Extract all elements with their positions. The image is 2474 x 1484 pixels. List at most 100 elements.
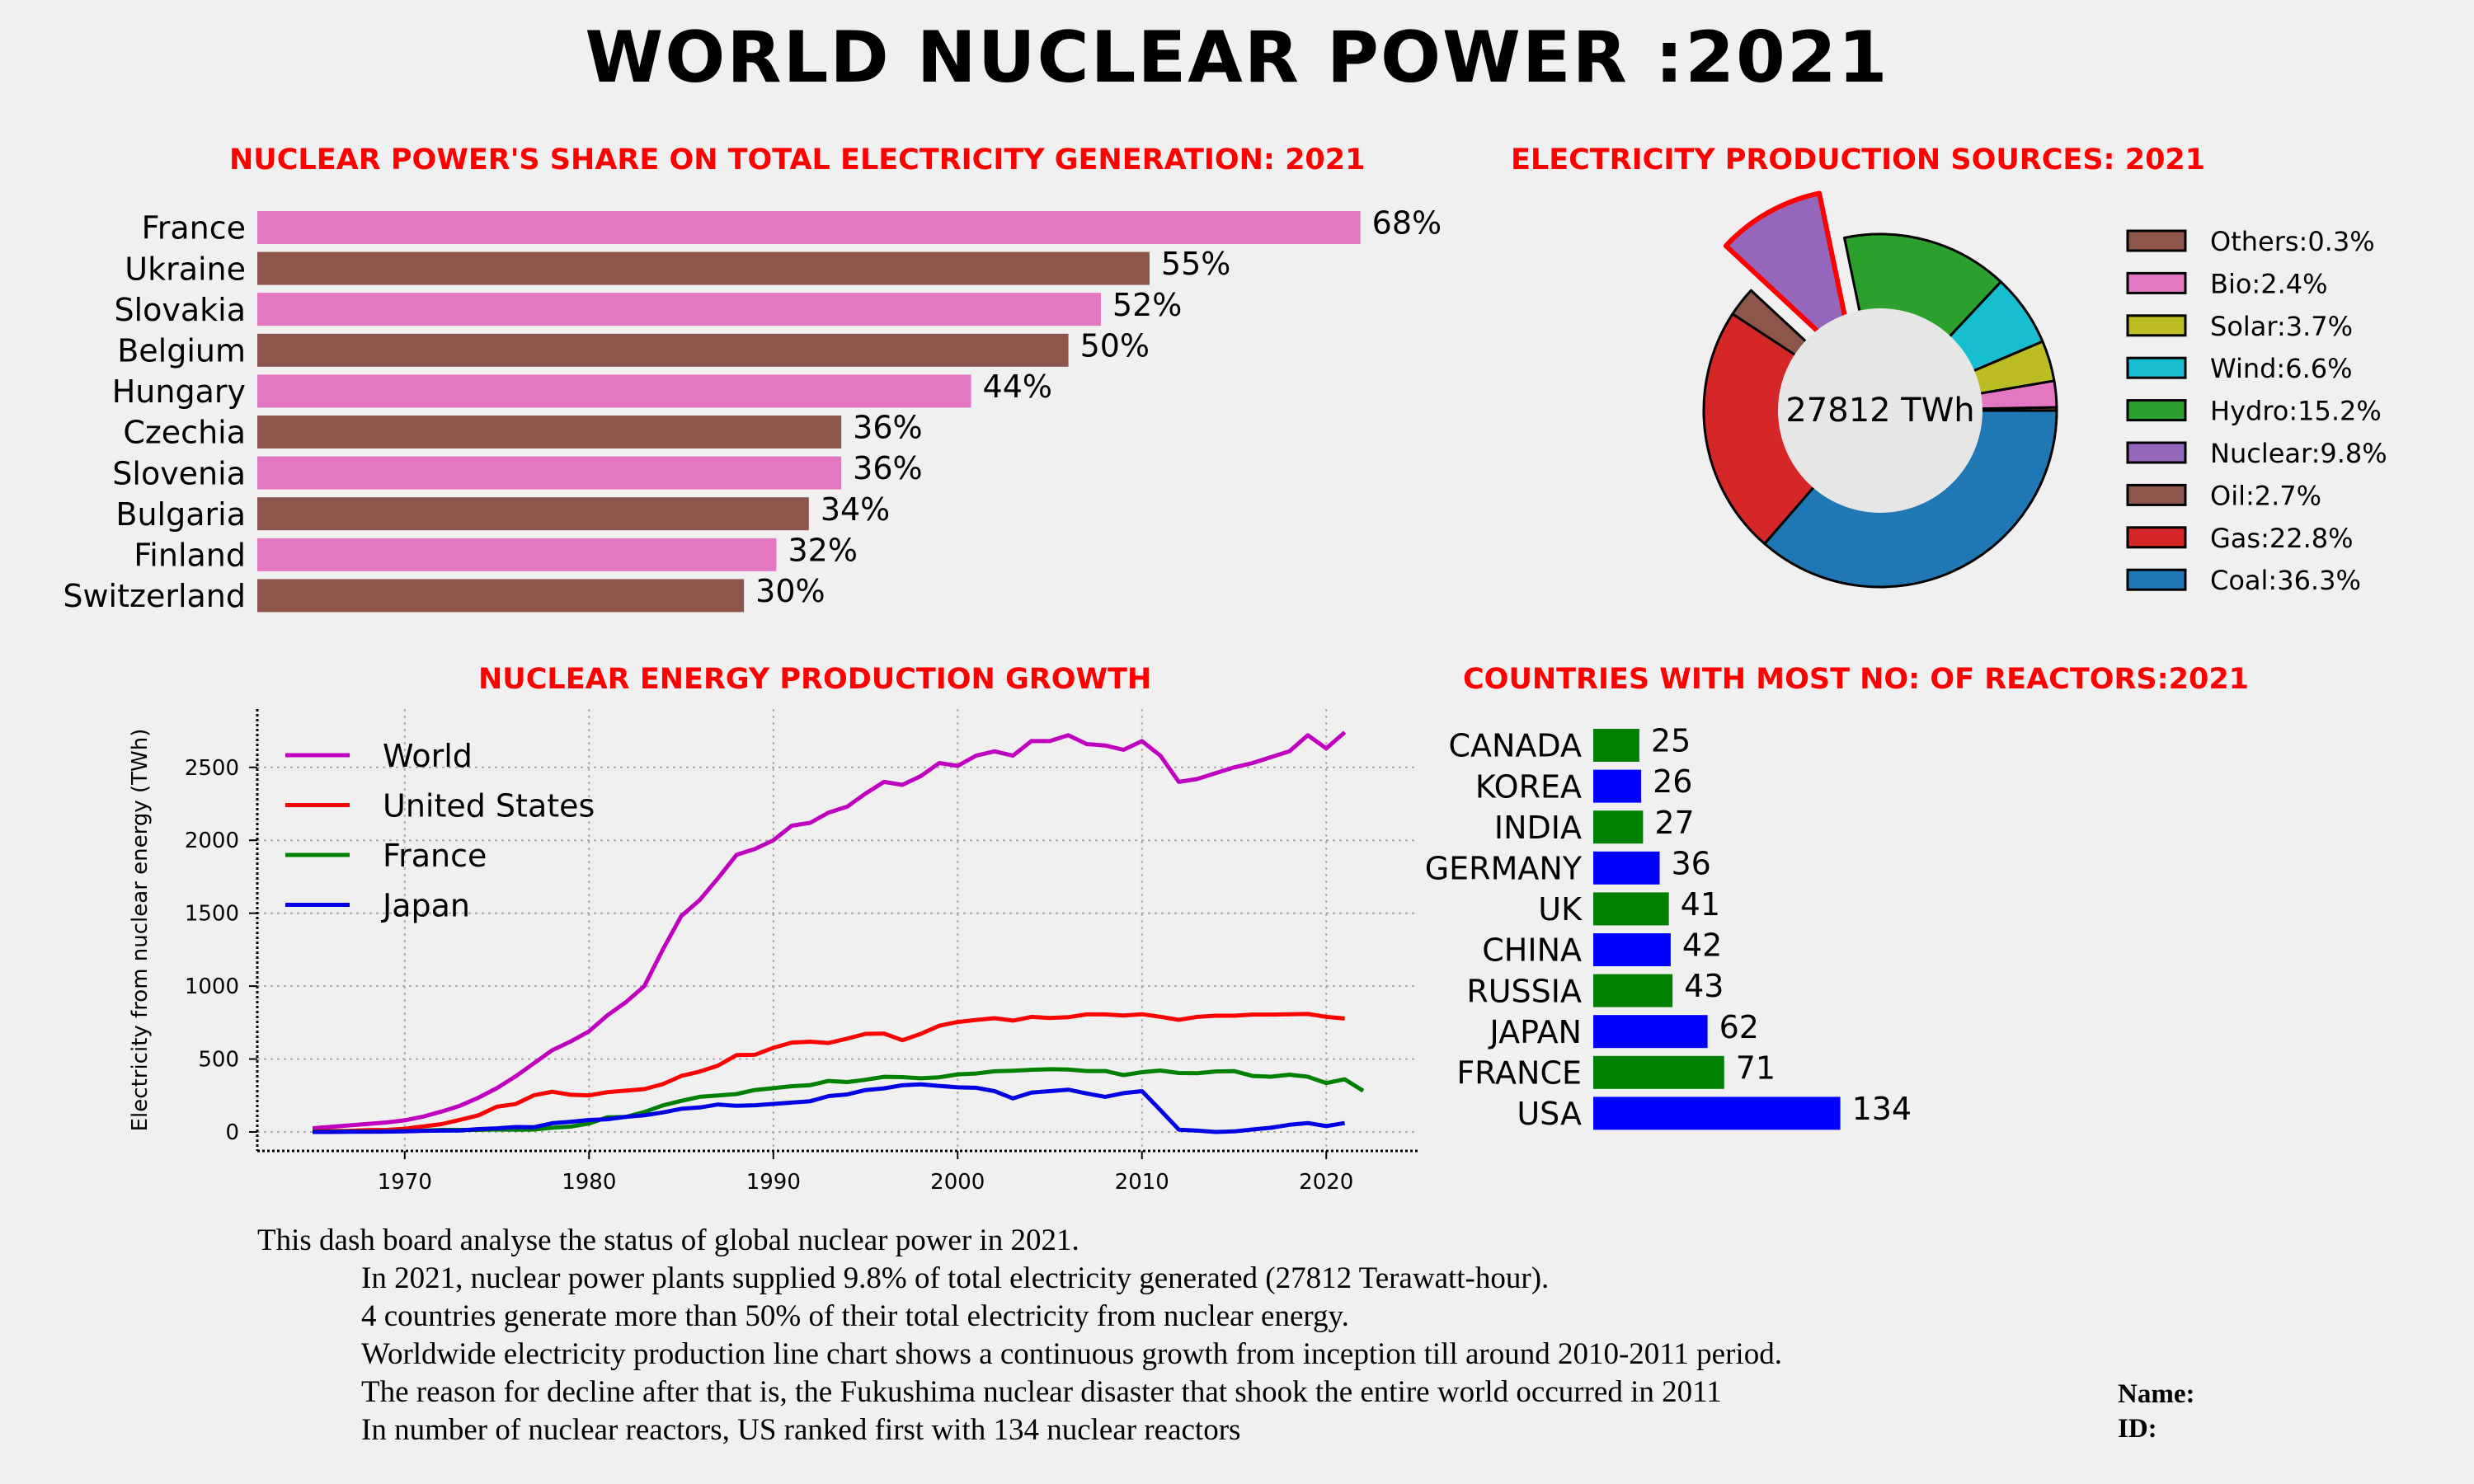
legend-swatch: [2126, 526, 2187, 549]
category-label: KOREA: [1475, 768, 1582, 805]
series-line-world: [312, 730, 1347, 1131]
y-tick-label: 500: [198, 1048, 239, 1073]
category-label: Hungary: [112, 373, 246, 410]
legend-label: Bio:2.4%: [2210, 268, 2328, 299]
center-total-label: 27812 TWh: [1785, 392, 1974, 430]
bar-korea: [1593, 769, 1642, 803]
legend-swatch: [2126, 314, 2187, 337]
legend-label: Oil:2.7%: [2210, 480, 2321, 511]
category-label: France: [142, 210, 246, 247]
summary-line: In 2021, nuclear power plants supplied 9…: [361, 1261, 1550, 1295]
reactors-chart-title: COUNTRIES WITH MOST NO: OF REACTORS:2021: [1463, 663, 2250, 696]
page-title: WORLD NUCLEAR POWER :2021: [585, 16, 1889, 99]
summary-line: Worldwide electricity production line ch…: [361, 1337, 1782, 1371]
category-label: GERMANY: [1425, 850, 1583, 886]
bar-slovenia: [257, 456, 842, 490]
bar-uk: [1593, 892, 1669, 926]
value-label: 36%: [853, 410, 922, 446]
y-axis-label: Electricity from nuclear energy (TWh): [128, 729, 153, 1132]
legend-label: Gas:22.8%: [2210, 523, 2354, 554]
bar-japan: [1593, 1015, 1708, 1049]
legend-label: United States: [383, 788, 595, 824]
category-label: CANADA: [1448, 728, 1582, 764]
legend-label: Nuclear:9.8%: [2210, 438, 2387, 469]
x-tick-label: 1980: [562, 1170, 616, 1195]
bar-switzerland: [257, 579, 745, 613]
value-label: 71: [1736, 1050, 1776, 1086]
value-label: 26: [1653, 763, 1692, 800]
legend-swatch: [2126, 229, 2187, 252]
y-tick-label: 0: [225, 1120, 239, 1145]
value-label: 36%: [853, 450, 922, 486]
category-label: Belgium: [117, 332, 246, 369]
legend-label: Coal:36.3%: [2210, 565, 2361, 596]
summary-line: In number of nuclear reactors, US ranked…: [361, 1413, 1241, 1447]
bar-russia: [1593, 974, 1673, 1007]
bar-canada: [1593, 729, 1639, 762]
legend-label: France: [383, 838, 487, 874]
bar-ukraine: [257, 251, 1150, 285]
category-label: CHINA: [1482, 932, 1582, 969]
bar-germany: [1593, 851, 1660, 885]
category-label: Finland: [134, 537, 246, 573]
sources-chart-title: ELECTRICITY PRODUCTION SOURCES: 2021: [1511, 143, 2206, 176]
x-tick-label: 1990: [746, 1170, 801, 1195]
bar-france: [1593, 1055, 1724, 1089]
value-label: 42: [1682, 928, 1722, 964]
value-label: 30%: [755, 573, 825, 609]
value-label: 52%: [1112, 287, 1182, 323]
x-tick-label: 2000: [930, 1170, 985, 1195]
id-label: ID:: [2118, 1414, 2157, 1444]
category-label: Ukraine: [125, 251, 246, 287]
legend-swatch: [2126, 271, 2187, 294]
summary-text: This dash board analyse the status of gl…: [257, 1222, 1782, 1449]
slice-nuclear: [1723, 190, 1858, 369]
y-tick-label: 1500: [185, 902, 239, 927]
category-label: RUSSIA: [1466, 973, 1582, 1009]
value-label: 27: [1654, 805, 1694, 841]
sources-donut-chart: 27812 TWh: [1702, 190, 2058, 589]
category-label: Bulgaria: [115, 496, 246, 533]
category-label: Slovakia: [114, 292, 246, 328]
value-label: 25: [1651, 723, 1691, 759]
growth-chart-title: NUCLEAR ENERGY PRODUCTION GROWTH: [478, 663, 1152, 696]
value-label: 41: [1681, 886, 1720, 923]
bar-finland: [257, 538, 777, 571]
legend-swatch: [2126, 356, 2187, 379]
series-line-united-states: [312, 1012, 1345, 1134]
legend-swatch: [2126, 441, 2187, 464]
value-label: 62: [1719, 1009, 1759, 1045]
category-label: Switzerland: [63, 578, 246, 614]
sources-legend: Others:0.3% Bio:2.4% Solar:3.7% Wind:6.6% Hy…: [2126, 226, 2387, 596]
name-label: Name:: [2118, 1379, 2195, 1409]
bar-hungary: [257, 374, 971, 408]
bar-bulgaria: [257, 497, 809, 531]
category-label: USA: [1517, 1096, 1582, 1132]
summary-line: The reason for decline after that is, th…: [361, 1375, 1722, 1409]
x-tick-label: 1970: [378, 1170, 432, 1195]
bar-slovakia: [257, 293, 1101, 326]
bar-china: [1593, 933, 1671, 966]
value-label: 36: [1671, 845, 1710, 881]
y-tick-label: 1000: [185, 974, 239, 999]
legend-label: Others:0.3%: [2210, 226, 2375, 257]
legend-label: Wind:6.6%: [2210, 353, 2353, 384]
value-label: 50%: [1080, 327, 1150, 364]
y-tick-label: 2500: [185, 756, 239, 781]
reactors-bar-chart: CANADA 25 KOREA 26 INDIA 27 GERMANY 36 UK 41 CHINA…: [1425, 723, 1912, 1132]
bar-france: [257, 211, 1361, 244]
share-bar-chart: France 68% Ukraine 55% Slovakia 52% Belgium 50%…: [63, 205, 1442, 614]
value-label: 44%: [983, 369, 1052, 405]
value-label: 134: [1852, 1091, 1912, 1127]
legend-swatch: [2126, 568, 2187, 591]
legend-swatch: [2126, 483, 2187, 506]
category-label: INDIA: [1494, 810, 1582, 846]
category-label: FRANCE: [1456, 1054, 1582, 1091]
value-label: 55%: [1161, 246, 1230, 282]
category-label: UK: [1538, 891, 1583, 928]
bar-india: [1593, 810, 1644, 844]
summary-line: 4 countries generate more than 50% of th…: [361, 1299, 1349, 1333]
name-id-block: Name: ID:: [2118, 1377, 2194, 1446]
value-label: 34%: [821, 491, 890, 528]
legend-label: Hydro:15.2%: [2210, 396, 2382, 427]
